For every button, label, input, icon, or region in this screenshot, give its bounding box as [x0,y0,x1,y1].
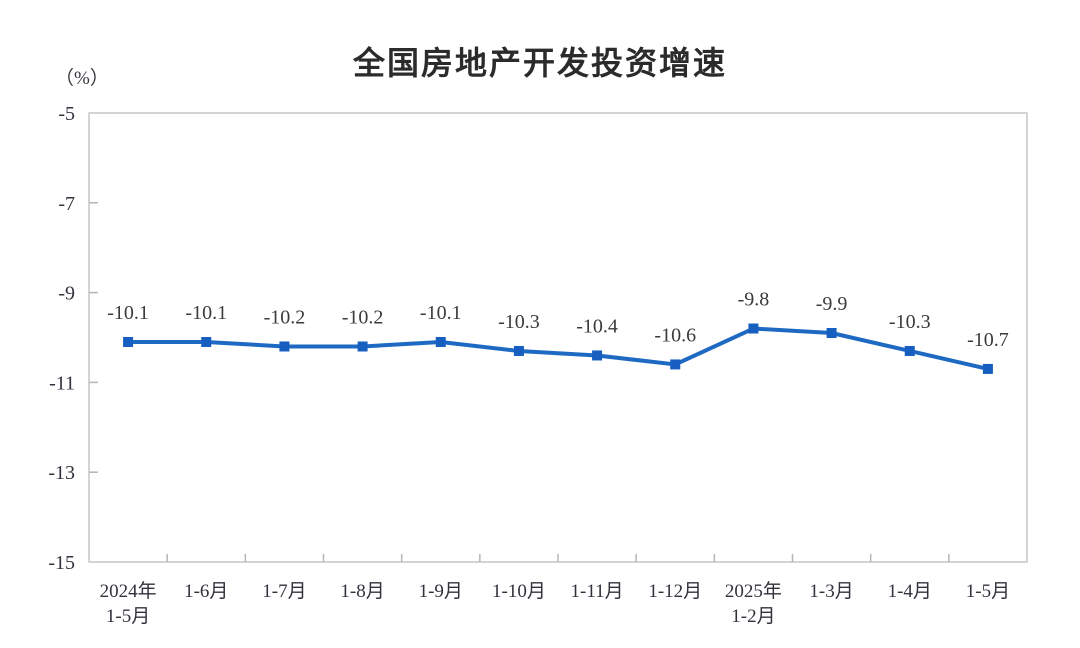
data-point-label: -10.2 [342,306,384,328]
x-tick-label: 1-9月 [419,581,463,602]
y-tick-label: -11 [49,372,75,394]
y-tick-label: -7 [58,193,75,215]
data-point-label: -10.7 [967,329,1009,351]
data-point-marker [201,336,212,347]
data-point-label: -10.1 [185,302,227,324]
data-point-marker [982,363,993,374]
x-tick-label: 2024年 1-5月 [100,580,157,627]
data-point-marker [513,345,524,356]
y-tick-label: -5 [58,103,75,125]
x-tick-label: 2025年 1-2月 [725,580,782,627]
data-point-label: -10.3 [498,311,540,333]
data-point-marker [592,350,603,361]
data-point-label: -10.1 [107,302,149,324]
data-point-marker [123,336,134,347]
data-point-marker [279,341,290,352]
y-tick-label: -13 [48,462,75,484]
x-tick-label: 1-7月 [262,581,306,602]
data-point-label: -9.9 [816,293,848,315]
data-point-marker [435,336,446,347]
x-tick-label: 1-4月 [888,581,932,602]
data-point-label: -10.6 [654,324,696,346]
x-tick-label: 1-8月 [340,581,384,602]
x-tick-label: 1-11月 [571,581,624,602]
series-line [128,326,989,371]
data-point-label: -10.3 [889,311,931,333]
data-point-marker [904,345,915,356]
data-point-marker [826,328,837,339]
data-point-label: -10.4 [576,315,618,337]
x-tick-label: 1-12月 [648,581,702,602]
y-tick-label: -9 [58,283,75,305]
data-point-label: -10.2 [264,306,306,328]
x-tick-label: 1-3月 [809,581,853,602]
data-point-marker [748,323,759,334]
data-point-label: -10.1 [420,302,462,324]
y-axis-unit-label: （%） [55,68,109,89]
data-point-marker [357,341,368,352]
data-point-label: -9.8 [738,289,770,311]
x-tick-label: 1-10月 [492,581,546,602]
x-tick-label: 1-6月 [184,581,228,602]
chart-title: 全国房地产开发投资增速 [352,45,727,81]
x-tick-label: 1-5月 [966,581,1010,602]
plot-border [88,112,1028,563]
data-point-marker [670,359,681,370]
y-tick-label: -15 [48,552,75,574]
